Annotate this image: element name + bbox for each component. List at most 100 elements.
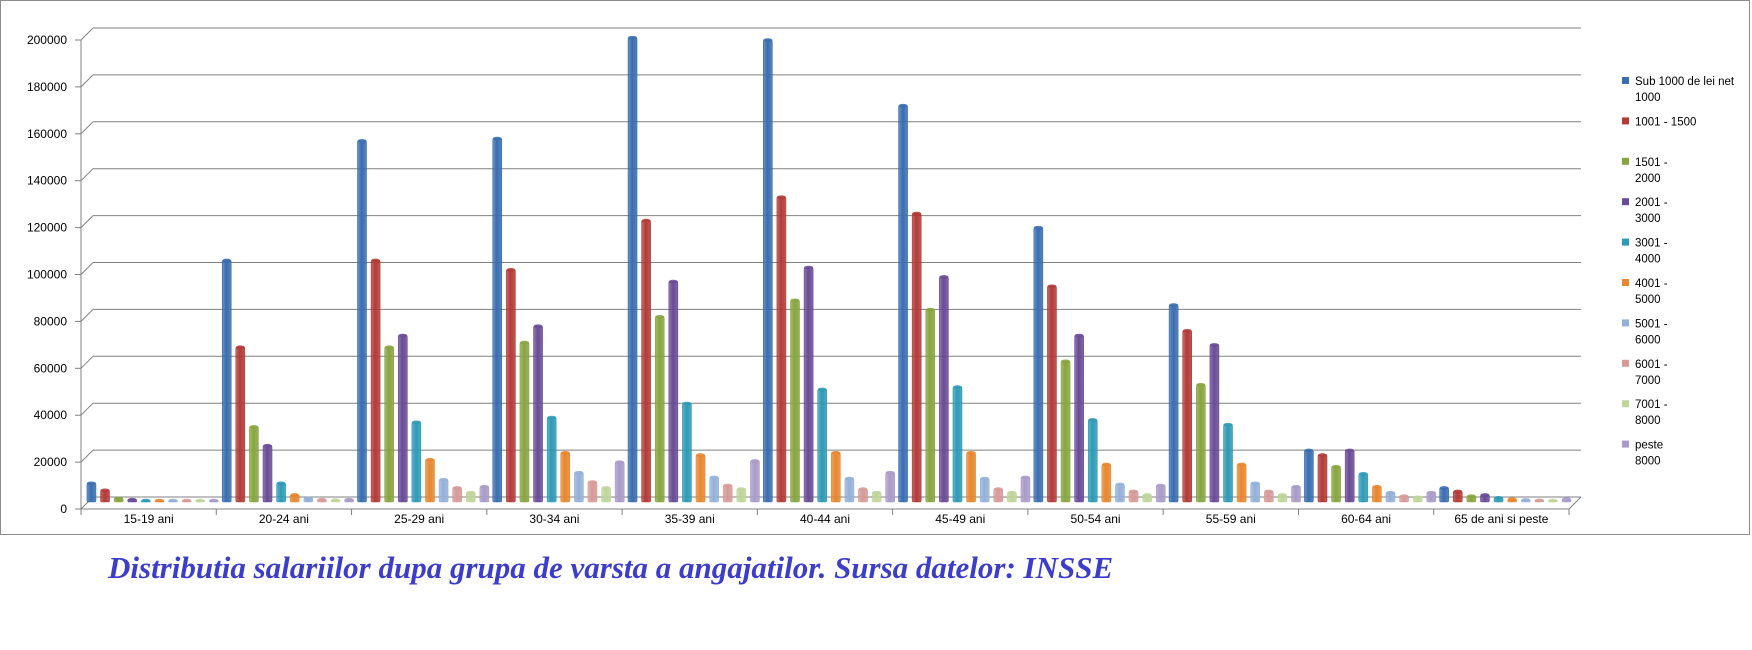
bar-cap xyxy=(466,490,476,495)
bar-cap xyxy=(479,484,489,489)
bar xyxy=(1236,464,1247,503)
floor-edge xyxy=(1568,496,1582,510)
bar-cap xyxy=(858,487,868,491)
bar-cap xyxy=(1264,489,1274,494)
bar-cap xyxy=(182,498,192,503)
bar-cap xyxy=(993,487,1003,491)
bar xyxy=(1196,384,1206,503)
bar-cap xyxy=(1439,486,1449,490)
legend-label: 6000 xyxy=(1635,334,1661,346)
bar xyxy=(885,472,896,503)
bar-cap xyxy=(682,401,692,406)
bar xyxy=(966,452,976,503)
bar xyxy=(817,389,828,503)
bar xyxy=(1087,419,1098,503)
bar xyxy=(709,477,719,503)
bar-cap xyxy=(980,476,990,481)
bar-chart: 0 20000 40000 60000 80000 100000 120000 140000 1… xyxy=(27,27,1735,526)
legend-label: 6001 - xyxy=(1635,359,1668,371)
bar xyxy=(1168,304,1179,503)
legend-label: 4000 xyxy=(1635,254,1661,266)
y-tick-label: 180000 xyxy=(27,80,67,94)
bar xyxy=(993,488,1004,503)
bar xyxy=(1060,360,1071,503)
bar-cap xyxy=(1142,493,1152,497)
y-tick-label: 60000 xyxy=(34,361,68,375)
y-tick-label: 140000 xyxy=(27,174,67,188)
legend-label: 7001 - xyxy=(1635,399,1668,411)
bar xyxy=(1033,227,1044,503)
bar-cap xyxy=(519,340,529,345)
bar xyxy=(546,417,557,503)
bar-cap xyxy=(1534,498,1544,503)
x-tick-label: 65 de ani si peste xyxy=(1454,512,1548,526)
legend-label: 5000 xyxy=(1635,294,1661,306)
bar-cap xyxy=(452,486,462,490)
bar-cap xyxy=(1209,343,1219,347)
bar-cap xyxy=(1399,494,1409,498)
bar xyxy=(750,460,760,503)
bar xyxy=(762,39,773,503)
bar-cap xyxy=(831,450,841,455)
gridline-diag xyxy=(80,74,94,88)
bar-cap xyxy=(371,258,381,263)
bar-cap xyxy=(1453,489,1463,494)
bar-cap xyxy=(1061,359,1071,364)
bar xyxy=(221,260,232,503)
bar-cap xyxy=(154,498,164,503)
bar-cap xyxy=(872,490,882,495)
bar xyxy=(1344,450,1355,503)
bar xyxy=(601,487,611,503)
bar-cap xyxy=(804,265,814,270)
bar-cap xyxy=(209,498,219,503)
bar xyxy=(1020,477,1031,503)
gridline-diag xyxy=(80,215,94,228)
bar-cap xyxy=(1196,382,1206,387)
gridlines xyxy=(80,27,1581,510)
bar xyxy=(1372,486,1382,503)
bar-cap xyxy=(222,258,232,263)
y-tick-label: 0 xyxy=(60,502,67,516)
gridline-diag xyxy=(80,355,94,369)
bar-cap xyxy=(844,476,854,481)
bar-cap xyxy=(1129,489,1139,494)
bar-cap xyxy=(331,498,341,502)
legend-swatch xyxy=(1622,77,1629,84)
y-tick-label: 20000 xyxy=(34,455,68,469)
legend-label: 1000 xyxy=(1635,92,1661,104)
chart-caption: Distributia salariilor dupa grupa de var… xyxy=(108,550,1114,585)
bar xyxy=(979,478,990,503)
x-tick-label: 55-59 ani xyxy=(1206,512,1256,526)
bar-cap xyxy=(966,450,976,455)
bar xyxy=(790,300,800,503)
legend-label: 4001 - xyxy=(1635,278,1668,290)
bar-cap xyxy=(195,498,205,503)
bar-cap xyxy=(668,279,678,284)
bar-cap xyxy=(235,345,245,350)
bar-cap xyxy=(750,459,760,463)
y-tick-label: 80000 xyxy=(34,314,68,328)
bar-cap xyxy=(398,333,408,338)
bar xyxy=(1291,486,1301,503)
gridline-diag xyxy=(80,449,94,463)
bar-cap xyxy=(263,443,273,448)
x-tick-label: 20-24 ani xyxy=(259,512,309,526)
legend-swatch xyxy=(1622,117,1629,125)
bar-cap xyxy=(506,268,516,272)
bar-cap xyxy=(1562,497,1572,501)
gridline-diag xyxy=(80,27,94,41)
bar-cap xyxy=(587,480,597,484)
legend-label: Sub 1000 de lei net xyxy=(1635,76,1735,88)
bar xyxy=(722,485,733,503)
bar-cap xyxy=(127,497,137,502)
bar-cap xyxy=(1047,284,1057,289)
bar xyxy=(1304,450,1314,503)
bar xyxy=(397,335,408,503)
y-tick-label: 160000 xyxy=(27,127,67,141)
bar-cap xyxy=(492,136,502,141)
bar-cap xyxy=(952,385,962,389)
gridline-diag xyxy=(80,262,94,275)
bar xyxy=(844,478,855,503)
bar-cap xyxy=(925,307,935,312)
legend-label: 2001 - xyxy=(1635,197,1668,209)
